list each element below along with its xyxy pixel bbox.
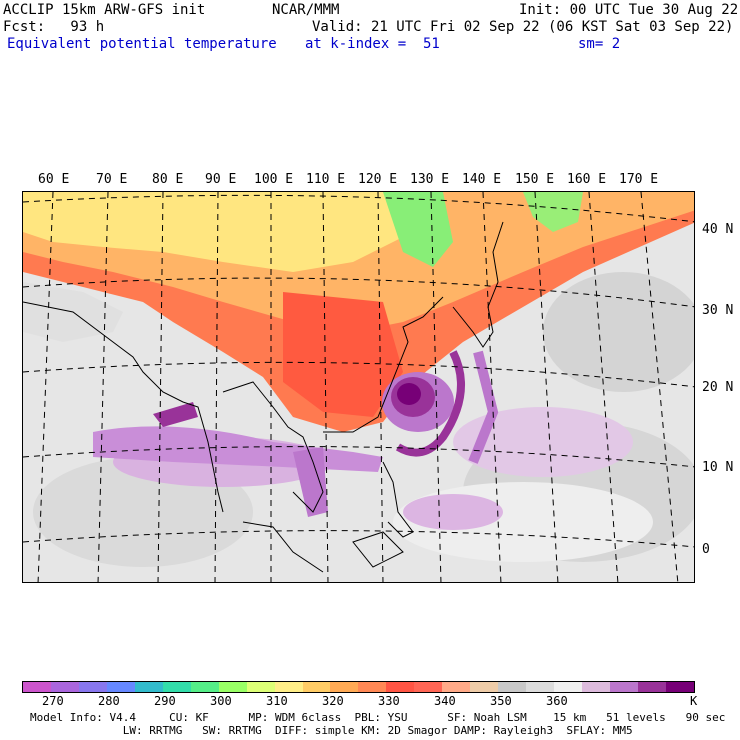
maritime-field [33,272,694,567]
field-name: Equivalent potential temperature [7,36,277,52]
color-swatch [162,682,191,692]
color-scale [22,681,695,693]
longitude-label: 170 E [619,172,659,187]
longitude-label: 60 E [38,172,70,187]
latitude-label: 40 N [702,222,734,237]
valid-time: Valid: 21 UTC Fri 02 Sep 22 (06 KST Sat … [312,19,734,35]
color-scale-label: 350 [490,694,512,708]
color-scale-label: K [690,694,698,708]
color-scale-label: 340 [434,694,456,708]
color-scale-label: 270 [42,694,64,708]
longitude-label: 70 E [96,172,128,187]
color-scale-label: 280 [98,694,120,708]
longitude-label: 90 E [205,172,237,187]
color-scale-label: 290 [154,694,176,708]
color-swatch [386,682,415,692]
color-swatch [414,682,443,692]
model-info: Model Info: V4.4 CU: KF MP: WDM 6class P… [30,711,726,724]
latitude-label: 20 N [702,380,734,395]
latitude-label: 0 [702,542,710,557]
color-scale-label: 330 [378,694,400,708]
continental-field [23,192,694,432]
color-swatch [246,682,275,692]
color-swatch [526,682,555,692]
color-swatch [554,682,583,692]
color-swatch [23,682,51,692]
coastlines [23,221,504,573]
color-scale-label: 300 [210,694,232,708]
color-swatch [442,682,471,692]
color-swatch [106,682,135,692]
color-swatch [50,682,79,692]
color-swatch [190,682,219,692]
color-swatch [470,682,499,692]
color-swatch [302,682,331,692]
theta-e-map [22,191,695,583]
color-scale-label: 360 [546,694,568,708]
typhoon-core [382,350,499,464]
physics-info: LW: RRTMG SW: RRTMG DIFF: simple KM: 2D … [30,724,633,737]
color-swatch [134,682,163,692]
color-swatch [498,682,527,692]
smoothing: sm= 2 [578,36,621,52]
color-swatch [358,682,387,692]
init-time: Init: 00 UTC Tue 30 Aug 22 [519,2,739,18]
longitude-label: 140 E [462,172,502,187]
model-title: ACCLIP 15km ARW-GFS init [3,2,206,18]
color-swatch [582,682,611,692]
level-index: at k-index = 51 [305,36,440,52]
organization-label: NCAR/MMM [272,2,340,18]
latitude-label: 10 N [702,460,734,475]
map-svg [23,192,694,582]
longitude-label: 150 E [515,172,555,187]
color-swatch [610,682,638,692]
longitude-label: 80 E [152,172,184,187]
longitude-label: 130 E [410,172,450,187]
color-swatch [665,682,694,692]
color-swatch [637,682,666,692]
color-swatch [274,682,303,692]
longitude-label: 120 E [358,172,398,187]
longitude-label: 100 E [254,172,294,187]
color-scale-label: 310 [266,694,288,708]
color-scale-label: 320 [322,694,344,708]
longitude-label: 110 E [306,172,346,187]
forecast-hour: Fcst: 93 h [3,19,105,35]
latitude-label: 30 N [702,303,734,318]
color-swatch [78,682,107,692]
color-swatch [218,682,247,692]
longitude-label: 160 E [567,172,607,187]
color-swatch [330,682,359,692]
